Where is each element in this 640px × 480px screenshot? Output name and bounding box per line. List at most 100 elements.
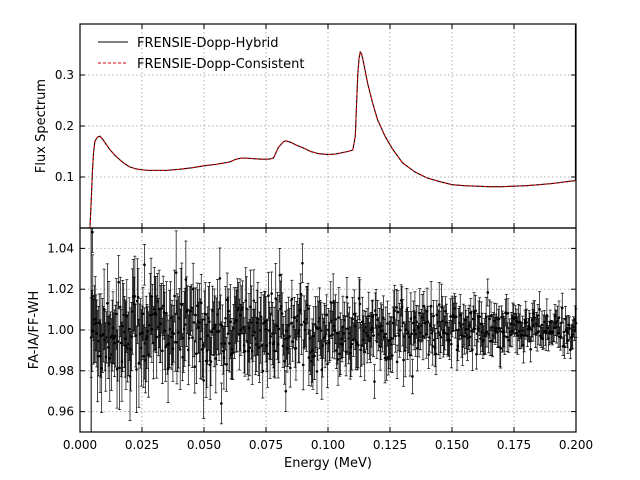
- data-point-212: [261, 369, 265, 373]
- data-point-116: [183, 323, 187, 326]
- data-point-35: [118, 366, 121, 370]
- data-point-416: [426, 320, 430, 323]
- data-point-146: [208, 320, 211, 323]
- data-point-170: [227, 309, 231, 313]
- data-point-397: [411, 375, 414, 378]
- data-point-423: [432, 314, 435, 318]
- bottom-y-tick-label-3: 1.02: [47, 282, 74, 296]
- data-point-158: [217, 329, 221, 333]
- data-point-112: [180, 303, 184, 307]
- data-point-323: [351, 317, 354, 321]
- data-point-471: [471, 348, 474, 351]
- data-point-330: [356, 343, 360, 347]
- data-point-33: [116, 340, 120, 343]
- data-point-248: [290, 297, 294, 301]
- bottom-y-tick-label-1: 0.98: [47, 364, 74, 378]
- data-point-378: [395, 360, 399, 364]
- top-y-tick-label-0: 0.1: [55, 170, 74, 184]
- data-point-562: [544, 331, 548, 335]
- data-point-129: [194, 313, 197, 317]
- data-point-284: [319, 329, 323, 332]
- data-point-343: [367, 314, 371, 318]
- data-point-276: [313, 354, 316, 358]
- data-point-outlier-1: [92, 318, 95, 322]
- data-point-553: [537, 330, 541, 333]
- data-point-295: [328, 334, 332, 338]
- x-tick-label-1: 0.025: [125, 438, 159, 452]
- data-point-349: [372, 334, 375, 337]
- data-point-261: [301, 261, 304, 265]
- data-point-251: [293, 316, 296, 320]
- data-point-232: [277, 327, 281, 331]
- legend-label-hybrid: FRENSIE-Dopp-Hybrid: [137, 36, 279, 51]
- data-point-245: [288, 335, 291, 338]
- data-point-172: [229, 320, 232, 324]
- data-point-584: [562, 330, 566, 334]
- data-point-102: [172, 332, 176, 336]
- data-point-outlier-4: [284, 389, 288, 393]
- data-point-557: [540, 323, 544, 327]
- data-point-219: [267, 294, 270, 297]
- data-point-386: [402, 358, 405, 362]
- data-point-125: [191, 336, 194, 339]
- data-point-316: [345, 295, 349, 299]
- data-point-366: [386, 322, 389, 325]
- data-point-47: [127, 327, 131, 331]
- data-point-451: [454, 315, 458, 319]
- bottom-ticks: 0.000 0.025 0.050 0.075 0.100 0.125 0.150 0.175…: [47, 228, 593, 452]
- data-point-136: [199, 301, 203, 305]
- data-point-302: [334, 317, 337, 321]
- data-point-429: [437, 331, 440, 334]
- top-y-tick-label-1: 0.2: [55, 119, 74, 133]
- data-point-110: [178, 348, 182, 351]
- data-point-338: [363, 350, 367, 354]
- data-point-87: [160, 307, 163, 310]
- data-point-159: [218, 277, 222, 280]
- data-point-417: [427, 353, 430, 356]
- x-tick-label-2: 0.050: [187, 438, 221, 452]
- x-tick-label-4: 0.100: [311, 438, 345, 452]
- data-point-551: [535, 331, 539, 335]
- data-point-210: [259, 315, 263, 319]
- data-point-228: [274, 297, 278, 300]
- data-point-377: [395, 306, 398, 309]
- data-point-322: [350, 342, 354, 346]
- data-point-236: [280, 312, 284, 315]
- data-point-459: [461, 345, 464, 348]
- data-point-246: [288, 366, 292, 370]
- data-point-504: [497, 317, 501, 321]
- data-point-105: [174, 271, 178, 274]
- data-point-361: [382, 316, 385, 320]
- data-point-81: [155, 335, 159, 339]
- series-line-hybrid: [89, 50, 576, 229]
- x-tick-label-7: 0.175: [497, 438, 531, 452]
- data-point-103: [173, 294, 176, 298]
- data-point-538: [525, 321, 528, 324]
- data-point-119: [186, 308, 189, 312]
- data-point-56: [135, 368, 138, 371]
- data-point-548: [533, 316, 537, 319]
- data-point-148: [209, 360, 213, 363]
- data-point-127: [192, 321, 196, 324]
- data-point-92: [164, 345, 167, 349]
- data-point-238: [282, 334, 286, 338]
- data-point-88: [161, 349, 164, 353]
- data-point-262: [301, 363, 305, 367]
- data-point-426: [434, 352, 438, 356]
- data-point-585: [563, 345, 566, 348]
- data-point-222: [269, 335, 273, 338]
- bottom-y-tick-label-0: 0.96: [47, 405, 74, 419]
- bottom-y-tick-label-2: 1.00: [47, 323, 74, 337]
- bottom-y-axis-label: FA-IA/FF-WH: [27, 291, 42, 369]
- data-point-253: [294, 346, 298, 350]
- data-point-350: [373, 380, 376, 383]
- data-point-196: [248, 346, 252, 349]
- data-point-233: [278, 273, 282, 277]
- bottom-frame: [79, 227, 577, 433]
- series-line-consistent: [89, 50, 576, 229]
- data-point-364: [384, 332, 388, 336]
- data-point-437: [443, 331, 447, 335]
- data-point-31: [114, 312, 118, 316]
- data-point-290: [324, 342, 328, 345]
